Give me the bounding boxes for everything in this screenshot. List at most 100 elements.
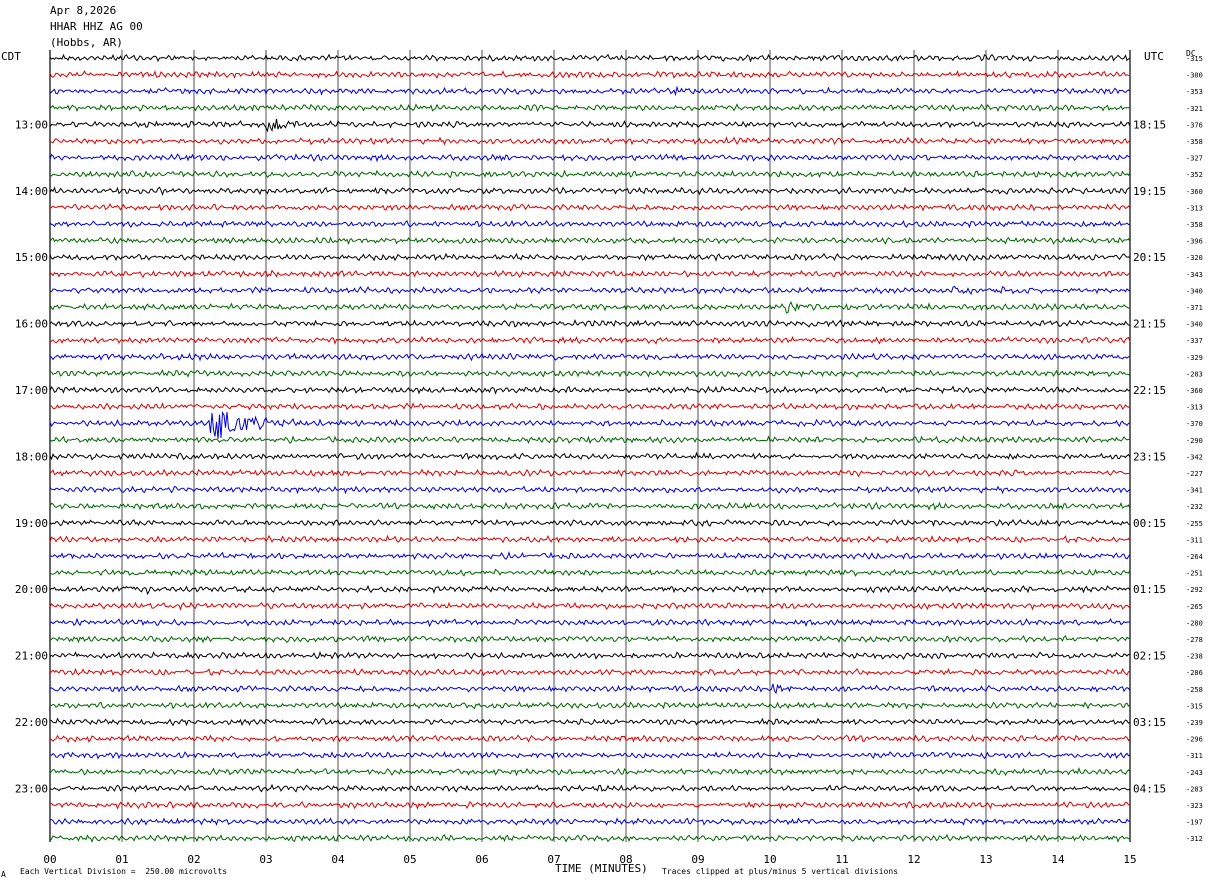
seismic-traces xyxy=(49,53,1131,843)
trace-row-26 xyxy=(49,485,1131,495)
corner-mark: A xyxy=(1,870,6,879)
x-tick-14: 14 xyxy=(1051,853,1065,866)
trace-row-39 xyxy=(50,701,1131,710)
cdt-hour-label: 14:00 xyxy=(15,185,48,198)
dc-offset-label: -311 xyxy=(1186,752,1203,760)
trace-row-40 xyxy=(49,717,1131,727)
dc-offset-label: -360 xyxy=(1186,188,1203,196)
dc-offset-label: -243 xyxy=(1186,769,1203,777)
trace-row-29 xyxy=(49,534,1131,544)
dc-offset-label: -376 xyxy=(1186,121,1203,129)
dc-offset-label: -265 xyxy=(1186,603,1203,611)
utc-hour-label: 03:15 xyxy=(1133,716,1166,729)
dc-offset-label: -238 xyxy=(1186,653,1203,661)
trace-row-6 xyxy=(49,153,1131,163)
trace-row-3 xyxy=(49,103,1131,113)
cdt-hour-label: 16:00 xyxy=(15,318,48,331)
utc-hour-labels: 18:15 19:15 20:15 21:15 22:15 23:15 00:15 01:15… xyxy=(1133,118,1166,795)
location-label: (Hobbs, AR) xyxy=(50,36,123,49)
x-tick-03: 03 xyxy=(259,853,272,866)
x-tick-09: 09 xyxy=(691,853,704,866)
dc-offset-label: -197 xyxy=(1186,819,1203,827)
minute-gridlines xyxy=(49,50,1131,842)
trace-row-12 xyxy=(49,252,1131,262)
dc-offset-label: -329 xyxy=(1186,354,1203,362)
trace-row-22 xyxy=(49,410,1131,439)
cdt-hour-label: 23:00 xyxy=(15,782,48,795)
dc-offset-label: -300 xyxy=(1186,72,1203,80)
dc-offset-label: -258 xyxy=(1186,686,1203,694)
x-tick-05: 05 xyxy=(403,853,416,866)
cdt-hour-label: 17:00 xyxy=(15,384,48,397)
cdt-hour-label: 20:00 xyxy=(15,583,48,596)
trace-row-24 xyxy=(49,451,1131,461)
x-tick-04: 04 xyxy=(331,853,345,866)
dc-offset-label: -337 xyxy=(1186,337,1203,345)
dc-offset-label: -313 xyxy=(1186,404,1203,412)
dc-offset-label: -323 xyxy=(1186,802,1203,810)
x-tick-13: 13 xyxy=(979,853,992,866)
dc-offset-label: -227 xyxy=(1186,470,1203,478)
station-label: HHAR HHZ AG 00 xyxy=(50,20,143,33)
trace-row-23 xyxy=(49,435,1131,445)
trace-row-27 xyxy=(49,501,1131,511)
trace-row-2 xyxy=(49,85,1131,97)
trace-row-37 xyxy=(49,667,1131,677)
utc-hour-label: 18:15 xyxy=(1133,118,1166,131)
trace-row-20 xyxy=(49,385,1131,395)
x-tick-02: 02 xyxy=(187,853,200,866)
dc-header-label: DC xyxy=(1186,49,1196,58)
dc-offset-label: -312 xyxy=(1186,835,1203,843)
trace-row-14 xyxy=(49,285,1131,295)
trace-row-16 xyxy=(49,319,1131,328)
trace-row-25 xyxy=(49,468,1131,478)
trace-row-36 xyxy=(49,651,1131,661)
x-tick-labels: 00 01 02 03 04 05 06 07 08 09 10 11 12 13 14 15 xyxy=(43,853,1136,866)
dc-offset-label: -358 xyxy=(1186,221,1203,229)
trace-row-31 xyxy=(49,568,1131,577)
trace-row-46 xyxy=(49,817,1131,826)
trace-row-17 xyxy=(49,335,1131,345)
dc-offset-label: -342 xyxy=(1186,453,1203,461)
dc-offset-label: -360 xyxy=(1186,387,1203,395)
trace-row-28 xyxy=(49,518,1131,528)
scale-note: Each Vertical Division = 250.00 microvol… xyxy=(20,867,228,876)
utc-hour-label: 04:15 xyxy=(1133,782,1166,795)
dc-offset-label: -370 xyxy=(1186,420,1203,428)
utc-hour-label: 23:15 xyxy=(1133,450,1166,463)
utc-hour-label: 22:15 xyxy=(1133,384,1166,397)
utc-hour-label: 19:15 xyxy=(1133,185,1166,198)
dc-offset-label: -396 xyxy=(1186,238,1203,246)
trace-row-7 xyxy=(49,169,1131,179)
trace-row-13 xyxy=(49,269,1131,279)
trace-row-11 xyxy=(49,236,1131,246)
cdt-hour-label: 15:00 xyxy=(15,251,48,264)
trace-row-42 xyxy=(49,750,1131,760)
trace-row-10 xyxy=(49,219,1131,229)
dc-offset-label: -292 xyxy=(1186,586,1203,594)
trace-row-35 xyxy=(49,635,1131,644)
dc-offset-label: -353 xyxy=(1186,88,1203,96)
dc-offset-label: -255 xyxy=(1186,520,1203,528)
x-tick-12: 12 xyxy=(907,853,920,866)
trace-row-43 xyxy=(49,766,1131,777)
x-tick-15: 15 xyxy=(1123,853,1136,866)
dc-offset-label: -278 xyxy=(1186,636,1203,644)
dc-offset-label: -343 xyxy=(1186,271,1203,279)
trace-row-45 xyxy=(49,800,1131,810)
dc-offset-label: -251 xyxy=(1186,570,1203,578)
trace-row-30 xyxy=(49,550,1131,561)
left-timezone-label: CDT xyxy=(1,50,21,63)
dc-offset-label: -352 xyxy=(1186,171,1203,179)
dc-offset-label: -264 xyxy=(1186,553,1203,561)
trace-row-18 xyxy=(49,352,1131,362)
dc-offset-label: -232 xyxy=(1186,503,1203,511)
dc-offset-label: -239 xyxy=(1186,719,1203,727)
utc-hour-label: 21:15 xyxy=(1133,318,1166,331)
dc-offset-label: -321 xyxy=(1186,105,1203,113)
dc-offset-label: -341 xyxy=(1186,487,1203,495)
trace-row-1 xyxy=(49,69,1131,79)
trace-row-19 xyxy=(49,369,1131,378)
cdt-hour-labels: 13:00 14:00 15:00 16:00 17:00 18:00 19:00 20:00… xyxy=(15,118,48,795)
